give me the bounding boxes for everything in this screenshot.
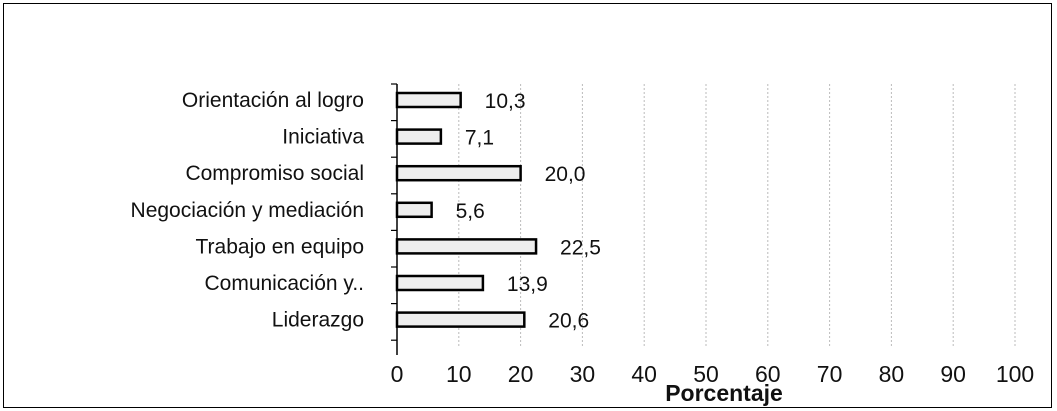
grid-lines <box>458 84 1016 347</box>
x-tick-label: 30 <box>570 361 596 387</box>
bar <box>395 238 538 255</box>
value-labels: 10,3 7,1 20,0 5,6 22,5 13,920,6 <box>456 90 601 333</box>
bar <box>395 91 462 109</box>
value-label: 20,0 <box>545 163 586 186</box>
x-tick-label: 0 <box>391 361 404 387</box>
value-label: 13,9 <box>507 273 548 296</box>
x-tick-label: 70 <box>817 361 843 387</box>
value-label: 5,6 <box>456 200 485 223</box>
value-label: 20,6 <box>548 310 589 333</box>
bar <box>395 201 433 219</box>
category-label: Liderazgo <box>272 309 364 332</box>
x-tick-labels: 0 10 20 30 40 50 60 70 80 90 100 <box>391 361 1035 387</box>
category-label: Iniciativa <box>282 126 364 149</box>
x-tick-label: 50 <box>693 361 719 387</box>
x-tick-label: 100 <box>996 361 1034 387</box>
x-tick-label: 10 <box>446 361 472 387</box>
chart-frame <box>3 3 1052 408</box>
x-tick-label: 40 <box>631 361 657 387</box>
category-label: Orientación al logro <box>182 89 364 112</box>
category-label: Negociación y mediación <box>131 199 364 222</box>
value-label: 10,3 <box>485 90 526 113</box>
x-tick-label: 20 <box>508 361 534 387</box>
bar <box>395 128 443 145</box>
bars <box>395 91 538 328</box>
x-axis-title: Porcentaje <box>665 380 783 406</box>
category-label: Trabajo en equipo <box>195 235 364 258</box>
bar <box>395 311 526 328</box>
x-tick-label: 60 <box>755 361 781 387</box>
category-label: Compromiso social <box>185 162 364 185</box>
value-label: 7,1 <box>465 127 494 150</box>
category-labels: Orientación al logro Iniciativa Compromiso… <box>131 89 365 332</box>
value-label: 22,5 <box>560 236 601 259</box>
x-tick-label: 90 <box>940 361 966 387</box>
bar <box>395 164 522 182</box>
category-label: Comunicación y.. <box>204 272 364 295</box>
x-tick-label: 80 <box>879 361 905 387</box>
bar <box>395 274 485 292</box>
